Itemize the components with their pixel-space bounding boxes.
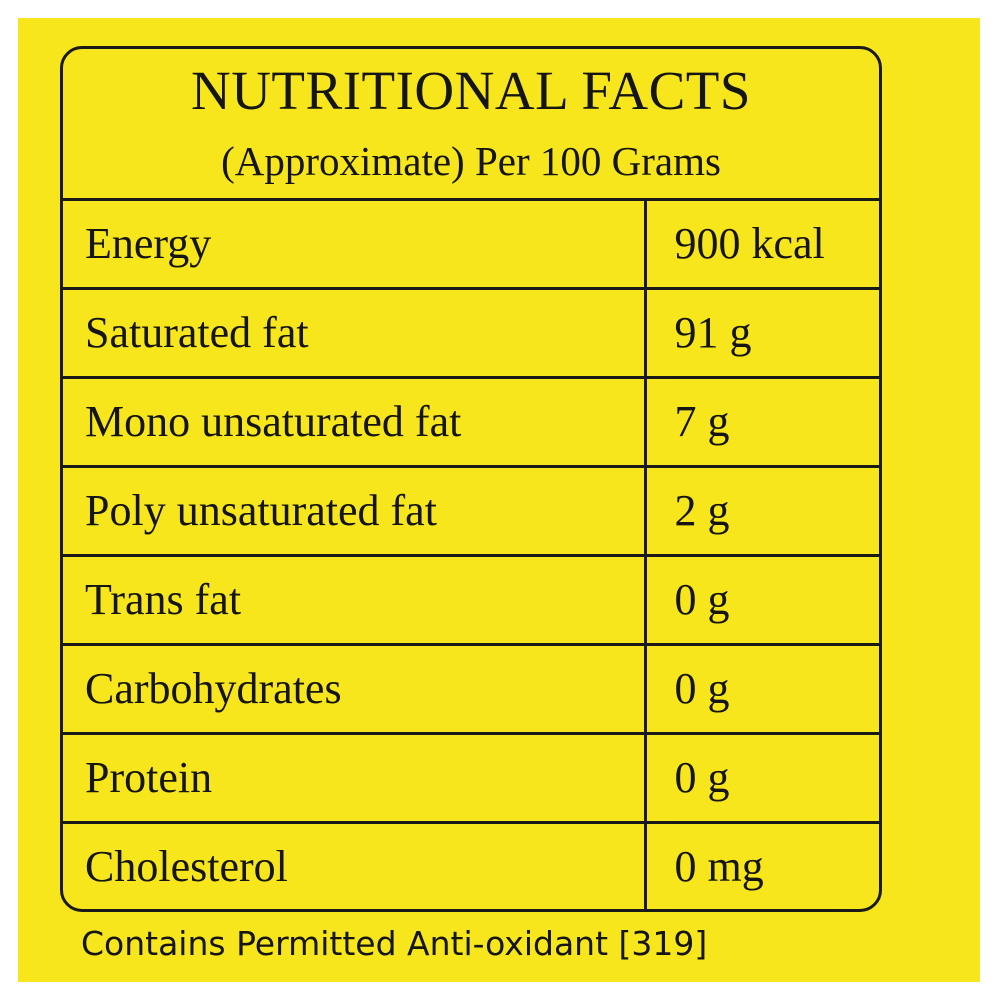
nutrient-name: Poly unsaturated fat: [63, 465, 645, 556]
nutrition-title: NUTRITIONAL FACTS: [190, 60, 751, 121]
table-row: Poly unsaturated fat 2 g: [63, 465, 879, 556]
nutrient-name: Trans fat: [63, 554, 645, 645]
nutrient-amount: 7 g: [643, 376, 879, 467]
nutrient-name: Energy: [63, 198, 645, 289]
nutrient-amount: 2 g: [643, 465, 879, 556]
nutrition-table: Energy 900 kcal Saturated fat 91 g Mono …: [63, 198, 879, 909]
antioxidant-note: Contains Permitted Anti-oxidant [319]: [81, 924, 708, 963]
table-row: Mono unsaturated fat 7 g: [63, 376, 879, 467]
table-row: Trans fat 0 g: [63, 554, 879, 645]
nutrient-amount: 0 g: [643, 554, 879, 645]
nutrient-amount: 0 mg: [643, 821, 879, 909]
nutrient-name: Mono unsaturated fat: [63, 376, 645, 467]
nutrition-facts-box: NUTRITIONAL FACTS (Approximate) Per 100 …: [60, 46, 882, 912]
nutrient-name: Carbohydrates: [63, 643, 645, 734]
nutrient-amount: 0 g: [643, 732, 879, 823]
nutrient-name: Saturated fat: [63, 287, 645, 378]
table-row: Cholesterol 0 mg: [63, 821, 879, 909]
nutrition-subtitle: (Approximate) Per 100 Grams: [221, 138, 721, 184]
label-panel: NUTRITIONAL FACTS (Approximate) Per 100 …: [18, 18, 980, 982]
nutrient-name: Cholesterol: [63, 821, 645, 909]
nutrient-amount: 900 kcal: [643, 198, 879, 289]
nutrient-amount: 91 g: [643, 287, 879, 378]
nutrient-name: Protein: [63, 732, 645, 823]
table-row: Carbohydrates 0 g: [63, 643, 879, 734]
table-row: Saturated fat 91 g: [63, 287, 879, 378]
table-row: Energy 900 kcal: [63, 198, 879, 289]
nutrient-amount: 0 g: [643, 643, 879, 734]
table-row: Protein 0 g: [63, 732, 879, 823]
